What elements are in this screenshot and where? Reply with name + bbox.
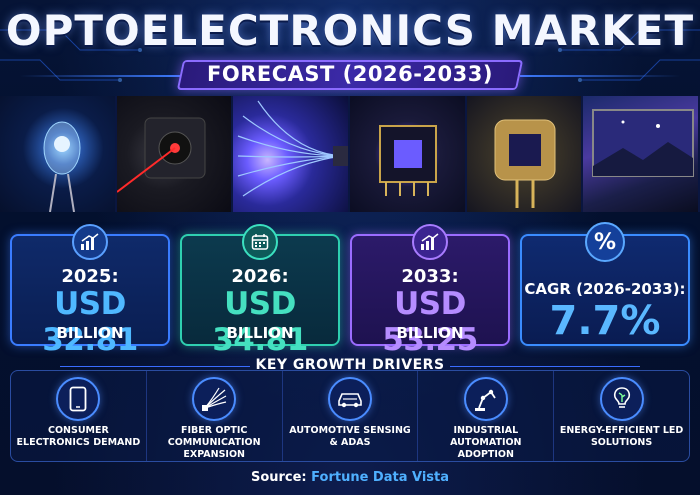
stat-card-2033: 2033: USD 53.25 BILLION xyxy=(350,224,510,358)
trend-chart-icon xyxy=(412,224,448,260)
stat-unit: BILLION xyxy=(396,324,464,342)
photodetector-image xyxy=(466,96,584,212)
cagr-label: CAGR (2026-2033): xyxy=(524,280,686,298)
lightbulb-icon xyxy=(599,377,644,421)
photo-strip xyxy=(0,96,700,212)
stat-value: USD 32.81 xyxy=(42,286,138,358)
calendar-icon xyxy=(242,224,278,260)
driver-label: ENERGY-EFFICIENT LED SOLUTIONS xyxy=(559,425,684,448)
page-title: OPTOELECTRONICS MARKET xyxy=(5,6,695,55)
driver-label: INDUSTRIAL AUTOMATION ADOPTION xyxy=(450,425,522,460)
stat-card-cagr: % CAGR (2026-2033): 7.7% xyxy=(520,222,690,346)
driver-label: CONSUMER ELECTRONICS DEMAND xyxy=(16,425,141,448)
percent-icon: % xyxy=(585,222,625,262)
subtitle-line-left xyxy=(20,75,180,77)
laser-diode-image xyxy=(116,96,234,212)
stat-unit: BILLION xyxy=(226,324,294,342)
fiber-optics-image xyxy=(233,96,351,212)
display-tv-image xyxy=(583,96,700,212)
smartphone-icon xyxy=(56,377,101,421)
stat-cards: 2025: USD 32.81 BILLION 2026: USD 34.81 … xyxy=(10,220,690,358)
subtitle: FORECAST (2026-2033) xyxy=(207,62,493,86)
driver-consumer-electronics: CONSUMER ELECTRONICS DEMAND xyxy=(11,371,147,461)
robot-arm-icon xyxy=(463,377,508,421)
source-line: Source: Fortune Data Vista xyxy=(0,470,700,485)
chip-image xyxy=(350,96,467,212)
driver-label: AUTOMOTIVE SENSING & ADAS xyxy=(289,425,411,448)
car-icon xyxy=(327,377,372,421)
stat-value: USD 53.25 xyxy=(382,286,478,358)
drivers-line-right xyxy=(450,366,640,367)
driver-label: FIBER OPTIC COMMUNICATION EXPANSION xyxy=(167,425,261,460)
driver-fiber-optic: FIBER OPTIC COMMUNICATION EXPANSION xyxy=(147,371,283,461)
driver-automotive: AUTOMOTIVE SENSING & ADAS xyxy=(283,371,419,461)
source-brand: Fortune Data Vista xyxy=(311,470,450,485)
led-bulb-image xyxy=(0,96,117,212)
stat-year: 2033: xyxy=(401,266,459,287)
source-label: Source: xyxy=(250,470,307,485)
drivers-title: KEY GROWTH DRIVERS xyxy=(255,357,445,373)
drivers-panel: CONSUMER ELECTRONICS DEMAND FIBER OPTIC … xyxy=(10,370,690,462)
stat-card-2026: 2026: USD 34.81 BILLION xyxy=(180,224,340,358)
stat-unit: BILLION xyxy=(56,324,124,342)
cagr-value: 7.7% xyxy=(549,298,661,344)
fiber-optic-icon xyxy=(192,377,237,421)
subtitle-line-right xyxy=(520,75,680,77)
stat-year: 2026: xyxy=(231,266,289,287)
driver-led: ENERGY-EFFICIENT LED SOLUTIONS xyxy=(554,371,689,461)
stat-card-2025: 2025: USD 32.81 BILLION xyxy=(10,224,170,358)
stat-value: USD 34.81 xyxy=(212,286,308,358)
circuit-decoration xyxy=(0,29,700,82)
driver-industrial: INDUSTRIAL AUTOMATION ADOPTION xyxy=(418,371,555,461)
drivers-line-left xyxy=(60,366,250,367)
trend-chart-icon xyxy=(72,224,108,260)
stat-year: 2025: xyxy=(61,266,119,287)
